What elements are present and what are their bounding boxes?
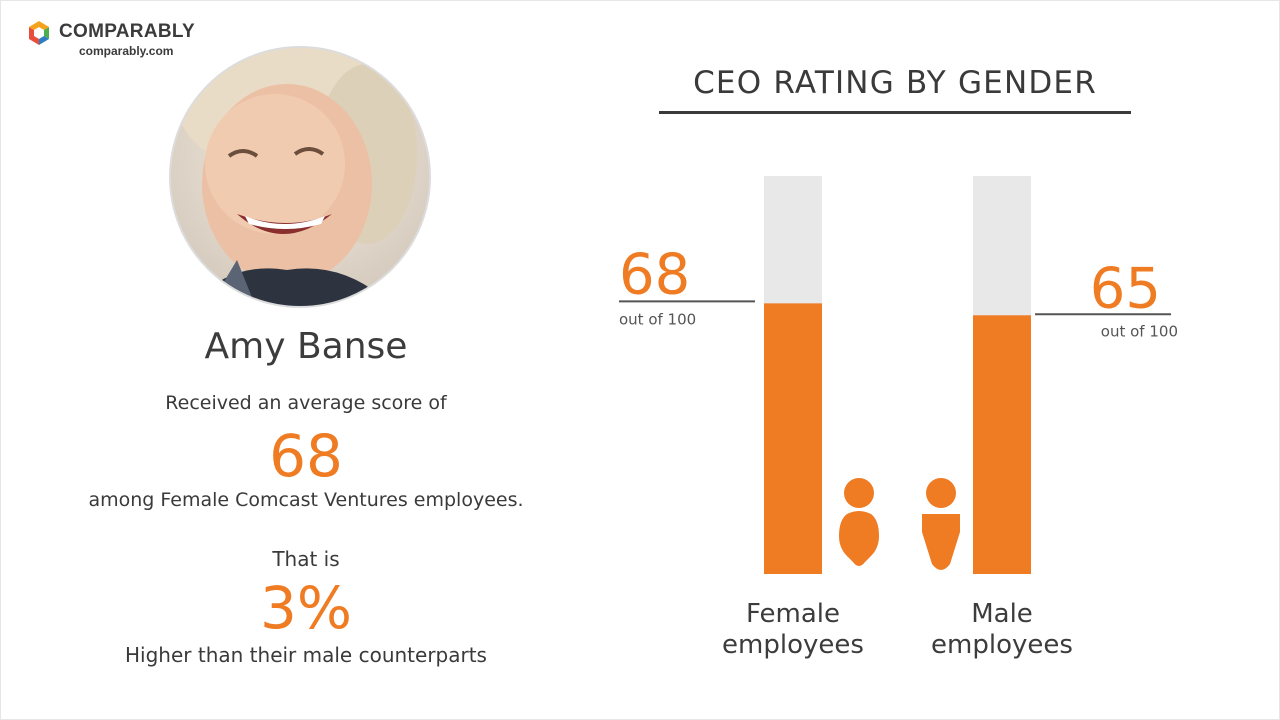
bar-track-female [764, 176, 822, 574]
female-person-icon [839, 478, 879, 566]
score-intro-text: Received an average score of [165, 392, 447, 414]
brand-url: comparably.com [79, 44, 174, 58]
category-label-male-line-1: Male [971, 599, 1033, 629]
comparably-logo-icon [29, 21, 49, 45]
ceo-name: Amy Banse [204, 326, 408, 367]
category-label-female-line-2: employees [722, 630, 864, 660]
brand-logo[interactable]: COMPARABLY comparably.com [27, 19, 227, 63]
category-label-male-line-2: employees [931, 630, 1073, 660]
average-score-value: 68 [269, 422, 343, 490]
chart-title: CEO RATING BY GENDER [693, 65, 1097, 101]
bar-male [973, 315, 1031, 574]
difference-context-text: Higher than their male counterparts [125, 643, 487, 667]
value-label-female: 68 [619, 242, 690, 307]
bar-track-male [973, 176, 1031, 574]
difference-intro-text: That is [272, 547, 340, 571]
difference-percent-value: 3% [259, 574, 352, 642]
out-of-label-male: out of 100 [1101, 322, 1178, 340]
value-label-male: 65 [1090, 256, 1161, 321]
ceo-avatar [169, 46, 431, 308]
brand-name: COMPARABLY [59, 21, 196, 42]
out-of-label-female: out of 100 [619, 310, 696, 328]
chart-title-underline [659, 111, 1131, 114]
male-person-icon [922, 478, 960, 570]
category-label-female-line-1: Female [746, 599, 840, 629]
score-context-text: among Female Comcast Ventures employees. [88, 489, 524, 511]
bar-female [764, 303, 822, 574]
